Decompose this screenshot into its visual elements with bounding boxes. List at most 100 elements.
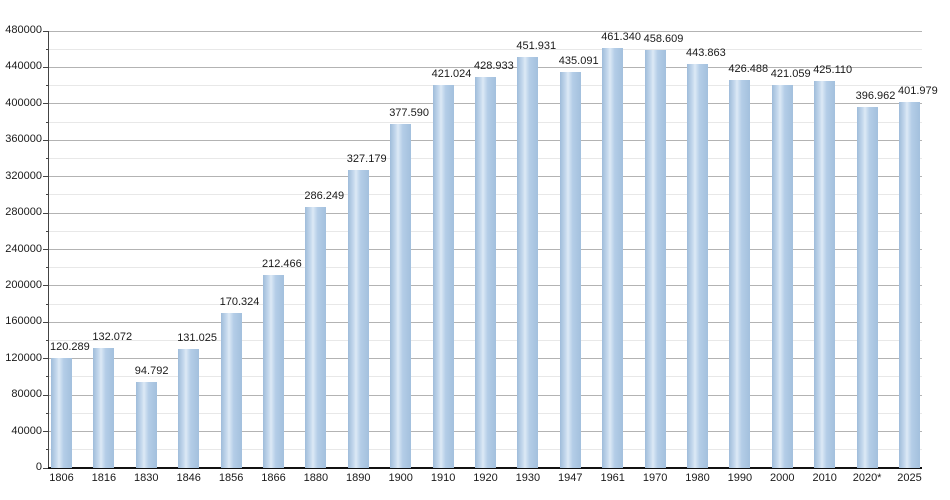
y-tick-minor [46,412,49,414]
bar-value-label: 94.792 [134,364,169,377]
y-tick-label: 80000 [11,388,42,401]
bar [771,84,793,468]
y-tick-minor [46,267,49,269]
bar-value-label: 421.024 [431,67,472,80]
y-tick-minor [46,157,49,159]
x-tick-label: 1900 [388,472,413,484]
x-tick-label: 2020* [852,472,882,484]
bar-value-label: 120.289 [50,341,90,354]
y-tick-minor [46,194,49,196]
y-tick-label: 400000 [5,96,42,109]
y-tick-major [43,30,49,32]
y-tick-label: 120000 [5,351,42,364]
bar [856,106,878,468]
x-tick-label: 1856 [218,472,244,484]
bar [305,207,327,468]
gridline-minor [49,48,922,50]
y-tick-major [43,358,49,360]
bar-value-label: 212.466 [262,257,302,270]
bar [602,47,624,468]
bar-value-label: 396.962 [855,89,896,102]
x-tick-label: 1947 [558,472,583,484]
y-tick-label: 280000 [5,206,42,219]
bar-value-label: 451.931 [516,39,557,52]
x-tick-label: 1930 [515,472,541,484]
bar [51,358,72,468]
bar-value-label: 132.072 [92,330,133,343]
bar-value-label: 435.091 [558,54,599,67]
bar [687,63,708,468]
x-tick-label: 2010 [812,472,837,484]
bar-value-label: 131.025 [177,331,217,344]
bar-value-label: 428.933 [474,60,514,73]
x-tick-label: 1890 [346,472,371,484]
x-tick-label: 1846 [176,472,201,484]
y-tick-major [43,285,49,287]
x-axis-line [48,467,922,469]
bar [644,50,666,468]
y-tick-minor [46,303,49,305]
bar [899,102,920,468]
y-tick-major [43,467,49,469]
y-tick-label: 320000 [5,169,42,182]
bar [475,77,496,468]
x-tick-label: 1880 [303,472,329,484]
bar [135,381,157,468]
gridline-major [49,66,922,68]
y-tick-major [43,139,49,141]
y-tick-label: 200000 [5,278,42,291]
x-tick-label: 1920 [473,472,498,484]
bar [432,84,454,468]
bar-value-label: 443.863 [686,46,726,59]
y-tick-major [43,212,49,214]
y-tick-major [43,176,49,178]
bar-value-label: 401.979 [898,85,938,98]
y-tick-minor [46,85,49,87]
x-tick-label: 1961 [600,472,625,484]
bar-value-label: 327.179 [346,153,387,166]
x-tick-label: 1910 [430,472,456,484]
y-tick-minor [46,376,49,378]
bar [559,71,581,468]
x-tick-label: 2025 [897,472,922,484]
bar [178,348,200,468]
bar-value-label: 421.059 [770,67,811,80]
bar [93,347,115,468]
x-tick-label: 2000 [770,472,795,484]
bar [220,312,242,468]
x-tick-label: 1866 [261,472,286,484]
gridline-major [49,30,922,32]
bar-value-label: 377.590 [389,107,429,120]
y-tick-major [43,321,49,323]
y-tick-major [43,394,49,396]
bar [729,79,751,468]
y-tick-label: 240000 [5,242,42,255]
bar-value-label: 425.110 [813,63,853,76]
y-tick-minor [46,449,49,451]
y-tick-minor [46,340,49,342]
y-tick-major [43,431,49,433]
x-tick-label: 1830 [134,472,159,484]
bar [390,124,412,468]
y-tick-minor [46,121,49,123]
bar-value-label: 426.488 [728,62,769,75]
y-tick-minor [46,230,49,232]
y-tick-major [43,66,49,68]
bar [517,56,539,468]
y-tick-major [43,103,49,105]
x-tick-label: 1806 [49,472,74,484]
bar [814,80,836,468]
y-tick-major [43,249,49,250]
x-tick-label: 1816 [91,472,117,484]
y-tick-label: 40000 [11,424,42,437]
bar [347,170,369,468]
y-tick-label: 160000 [5,315,42,328]
y-axis-line [48,31,49,468]
bar-value-label: 286.249 [304,190,345,203]
x-tick-label: 1980 [685,472,710,484]
y-tick-label: 360000 [5,133,42,146]
y-tick-label: 440000 [5,60,42,73]
bar-value-label: 170.324 [219,295,260,308]
bar-value-label: 461.340 [601,30,641,43]
